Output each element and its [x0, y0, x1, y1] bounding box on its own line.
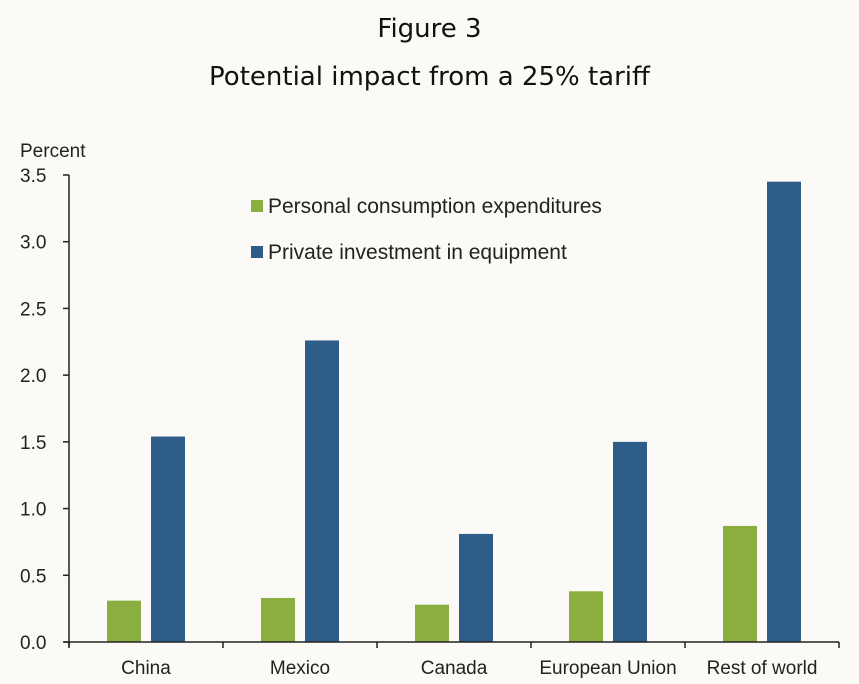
x-tick-label: Canada: [421, 658, 488, 679]
bar-equipment-canada: [459, 533, 493, 642]
y-tick-label: 1.0: [20, 500, 46, 521]
figure-label: Figure 3: [377, 14, 482, 44]
x-tick-label: Mexico: [270, 658, 330, 679]
y-tick-label: 3.5: [20, 166, 46, 187]
bar-pce-mexico: [261, 597, 295, 642]
y-tick-label: 3.0: [20, 233, 46, 254]
bar-equipment-china: [151, 436, 185, 642]
x-tick-label: China: [121, 658, 171, 679]
legend-label-pce: Personal consumption expenditures: [268, 195, 602, 218]
bar-equipment-european-union: [613, 441, 647, 642]
bar-pce-european-union: [569, 591, 603, 642]
y-tick-label: 2.5: [20, 299, 46, 320]
bar-pce-rest-of-world: [723, 525, 757, 642]
bar-pce-china: [107, 600, 141, 642]
bar-equipment-mexico: [305, 340, 339, 642]
x-tick-label: Rest of world: [707, 658, 818, 679]
y-tick-label: 1.5: [20, 433, 46, 454]
x-tick-label: European Union: [539, 658, 676, 679]
y-tick-label: 0.5: [20, 566, 46, 587]
bar-pce-canada: [415, 604, 449, 642]
legend-label-equipment: Private investment in equipment: [268, 241, 567, 264]
bar-equipment-rest-of-world: [767, 181, 801, 642]
legend-swatch-equipment: [251, 246, 263, 258]
y-tick-label: 0.0: [20, 633, 46, 654]
y-axis-label: Percent: [20, 141, 86, 162]
legend-swatch-pce: [251, 200, 263, 212]
chart-title: Potential impact from a 25% tariff: [209, 62, 650, 92]
y-tick-label: 2.0: [20, 366, 46, 387]
